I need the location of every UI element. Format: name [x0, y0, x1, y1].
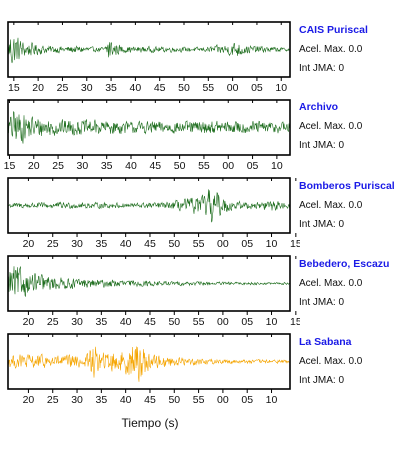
station-name: Bomberos Puriscal — [299, 180, 395, 192]
tick-label: 50 — [178, 82, 190, 94]
panel-frame — [7, 99, 291, 156]
max-acceleration-label: Acel. Max. 0.0 — [299, 121, 363, 132]
tick-label: 30 — [81, 82, 93, 94]
tick-label: 10 — [266, 394, 278, 406]
max-acceleration-label: Acel. Max. 0.0 — [299, 44, 363, 55]
panel-3: 20 25 30 35 40 45 50 55 00 05 10 15 — [7, 255, 300, 328]
waveform-trace — [8, 346, 290, 382]
tick-label: 00 — [227, 82, 239, 94]
tick-label: 20 — [28, 160, 40, 172]
tick-label: 45 — [144, 238, 156, 250]
tick-label: 25 — [47, 316, 59, 328]
panel-0: 15 20 25 30 35 40 45 50 55 00 05 10 — [7, 21, 291, 94]
x-axis-label: Tiempo (s) — [121, 416, 179, 430]
tick-label: 00 — [217, 394, 229, 406]
station-name: CAIS Puriscal — [299, 24, 368, 36]
jma-intensity-label: Int JMA: 0 — [299, 219, 345, 230]
tick-label: 35 — [105, 82, 117, 94]
tick-label: 05 — [241, 316, 253, 328]
waveform-trace — [8, 37, 290, 64]
tick-label: 35 — [96, 394, 108, 406]
station-label-cais-puriscal: CAIS Puriscal Acel. Max. 0.0 Int JMA: 0 — [299, 24, 407, 75]
max-acceleration-label: Acel. Max. 0.0 — [299, 278, 363, 289]
tick-label: 55 — [193, 394, 205, 406]
panel-2: 20 25 30 35 40 45 50 55 00 05 10 15 — [7, 177, 300, 250]
tick-label: 55 — [193, 316, 205, 328]
tick-label: 20 — [23, 316, 35, 328]
tick-label: 05 — [251, 82, 263, 94]
tick-label: 35 — [96, 238, 108, 250]
station-label-bomberos-puriscal: Bomberos Puriscal Acel. Max. 0.0 Int JMA… — [299, 180, 407, 231]
max-acceleration-label: Acel. Max. 0.0 — [299, 200, 363, 211]
waveform-trace — [8, 189, 290, 223]
tick-label: 00 — [222, 160, 234, 172]
tick-label: 55 — [198, 160, 210, 172]
tick-label: 55 — [202, 82, 214, 94]
station-name: Bebedero, Escazu — [299, 258, 390, 270]
tick-label: 25 — [47, 238, 59, 250]
panel-1: 15 20 25 30 35 40 45 50 55 00 05 10 — [4, 99, 291, 172]
tick-label: 40 — [120, 238, 132, 250]
tick-label: 15 — [8, 82, 20, 94]
station-label-la-sabana: La Sabana Acel. Max. 0.0 Int JMA: 0 — [299, 336, 407, 387]
tick-label: 15 — [290, 316, 300, 328]
tick-label: 15 — [4, 160, 16, 172]
jma-intensity-label: Int JMA: 0 — [299, 140, 345, 151]
tick-label: 50 — [168, 238, 180, 250]
tick-label: 00 — [217, 238, 229, 250]
waveform-trace — [8, 266, 290, 297]
jma-intensity-label: Int JMA: 0 — [299, 297, 345, 308]
tick-label: 20 — [23, 394, 35, 406]
station-name: Archivo — [299, 101, 339, 113]
jma-intensity-label: Int JMA: 0 — [299, 63, 345, 74]
tick-label: 40 — [130, 82, 142, 94]
tick-label: 30 — [71, 394, 83, 406]
tick-label: 25 — [47, 394, 59, 406]
tick-label: 30 — [71, 316, 83, 328]
tick-label: 55 — [193, 238, 205, 250]
station-name: La Sabana — [299, 336, 352, 348]
tick-label: 15 — [290, 238, 300, 250]
station-label-bebedero-escazu: Bebedero, Escazu Acel. Max. 0.0 Int JMA:… — [299, 258, 407, 309]
tick-label: 00 — [217, 316, 229, 328]
tick-label: 05 — [247, 160, 259, 172]
tick-label: 20 — [23, 238, 35, 250]
seismogram-panels: 15 20 25 30 35 40 45 50 55 00 05 10 15 20 25 30 35 40 45 50… — [4, 21, 300, 406]
tick-label: 40 — [120, 394, 132, 406]
tick-label: 30 — [77, 160, 89, 172]
tick-label: 50 — [168, 316, 180, 328]
tick-label: 45 — [154, 82, 166, 94]
panel-frame — [7, 333, 291, 390]
tick-label: 50 — [174, 160, 186, 172]
tick-label: 50 — [168, 394, 180, 406]
tick-label: 05 — [241, 394, 253, 406]
tick-label: 10 — [271, 160, 283, 172]
tick-label: 05 — [241, 238, 253, 250]
tick-label: 10 — [266, 316, 278, 328]
tick-label: 45 — [144, 316, 156, 328]
tick-label: 30 — [71, 238, 83, 250]
tick-label: 40 — [120, 316, 132, 328]
waveform-trace — [8, 110, 290, 144]
tick-label: 40 — [125, 160, 137, 172]
panel-frame — [7, 177, 291, 234]
jma-intensity-label: Int JMA: 0 — [299, 375, 345, 386]
tick-label: 20 — [32, 82, 44, 94]
tick-label: 45 — [144, 394, 156, 406]
tick-label: 10 — [275, 82, 287, 94]
tick-label: 10 — [266, 238, 278, 250]
panel-frame — [7, 255, 291, 312]
station-label-archivo: Archivo Acel. Max. 0.0 Int JMA: 0 — [299, 101, 407, 152]
panel-frame — [7, 21, 291, 78]
tick-label: 25 — [52, 160, 64, 172]
tick-label: 25 — [57, 82, 69, 94]
tick-label: 35 — [96, 316, 108, 328]
panel-4: 20 25 30 35 40 45 50 55 00 05 10 — [7, 333, 291, 406]
tick-label: 35 — [101, 160, 113, 172]
max-acceleration-label: Acel. Max. 0.0 — [299, 356, 363, 367]
tick-label: 45 — [149, 160, 161, 172]
